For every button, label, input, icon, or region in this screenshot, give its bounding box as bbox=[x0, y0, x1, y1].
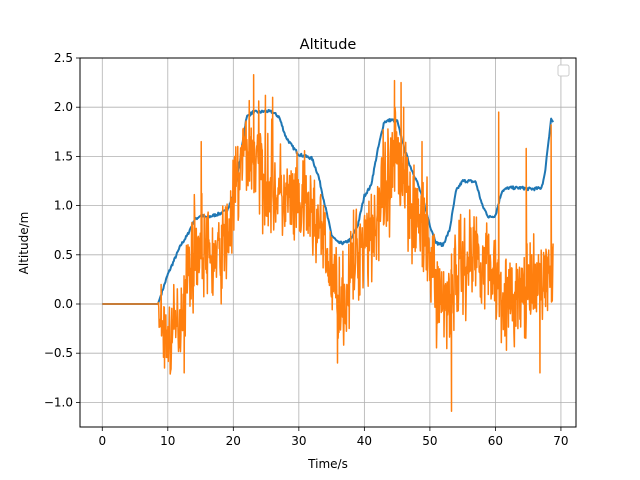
x-tick-label: 60 bbox=[488, 434, 503, 448]
y-tick-label: 1.0 bbox=[54, 199, 73, 213]
y-tick-label: 2.5 bbox=[54, 51, 73, 65]
x-tick-label: 20 bbox=[226, 434, 241, 448]
x-tick-label: 40 bbox=[357, 434, 372, 448]
x-tick-label: 50 bbox=[422, 434, 437, 448]
y-axis-label: Altitude/m bbox=[17, 212, 31, 275]
x-tick-label: 70 bbox=[553, 434, 568, 448]
x-tick-label: 10 bbox=[160, 434, 175, 448]
series-layer bbox=[101, 73, 554, 413]
y-tick-label: −0.5 bbox=[44, 346, 73, 360]
x-tick-label: 30 bbox=[291, 434, 306, 448]
y-tick-label: −1.0 bbox=[44, 395, 73, 409]
y-tick-label: 0.5 bbox=[54, 248, 73, 262]
y-tick-label: 2.0 bbox=[54, 100, 73, 114]
series-line-1 bbox=[101, 109, 554, 305]
series-line-2 bbox=[102, 73, 554, 413]
x-tick-label: 0 bbox=[98, 434, 106, 448]
chart-title: Altitude bbox=[300, 37, 357, 53]
y-tick-label: 1.5 bbox=[54, 149, 73, 163]
y-tick-label: 0.0 bbox=[54, 297, 73, 311]
x-axis-label: Time/s bbox=[307, 457, 348, 471]
axes-frame bbox=[79, 57, 577, 428]
legend-box bbox=[557, 64, 570, 77]
ticks: 0 10 20 30 40 50 60 70 −1.0 −0.5 0.0 0.5 1.0 1.5 2.0 2.… bbox=[44, 51, 569, 448]
